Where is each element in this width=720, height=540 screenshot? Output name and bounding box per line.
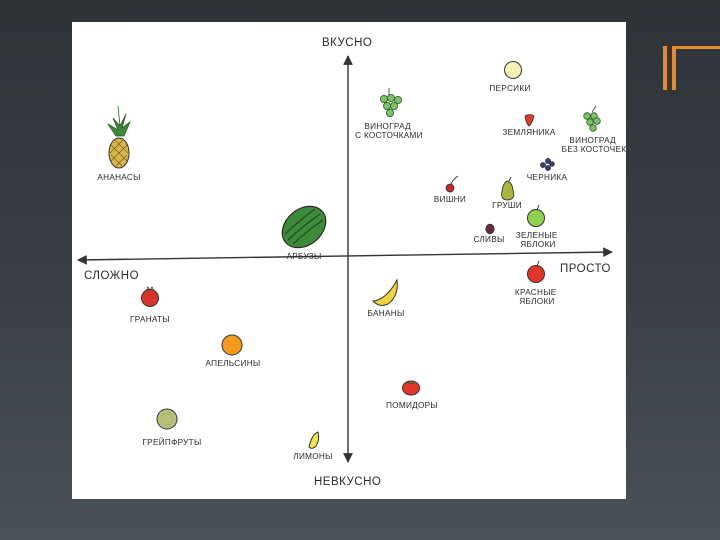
horizontal-axis: [77, 247, 613, 265]
label-grapefruits: ГРЕЙПФРУТЫ: [142, 436, 201, 447]
red-apple-icon: [527, 260, 545, 283]
pomegranate-icon: [141, 286, 159, 307]
tomato-icon: [402, 380, 420, 396]
label-plums: СЛИВЫ: [473, 235, 504, 244]
decorative-accent-bars: [663, 46, 720, 90]
orange-icon: [221, 334, 243, 356]
grapes-seedless-icon: [583, 105, 601, 132]
label-red-apples: КРАСНЫЕ ЯБЛОКИ: [515, 288, 559, 306]
label-green-apples: ЗЕЛЕНЫЕ ЯБЛОКИ: [516, 231, 561, 249]
label-lemons: ЛИМОНЫ: [293, 452, 332, 461]
blueberry-icon: [540, 158, 555, 171]
label-pomegranates: ГРАНАТЫ: [130, 315, 170, 324]
label-blueberry: ЧЕРНИКА: [527, 173, 568, 182]
watermelon-icon: [281, 205, 327, 249]
label-oranges: АПЕЛЬСИНЫ: [206, 359, 261, 368]
label-peaches: ПЕРСИКИ: [489, 84, 530, 93]
label-bananas: БАНАНЫ: [368, 309, 405, 318]
label-watermelons: АРБУЗЫ: [286, 252, 321, 261]
label-grapes-with-seeds: ВИНОГРАД С КОСТОЧКАМИ: [355, 122, 423, 140]
axis-label-untasty: НЕВКУСНО: [314, 476, 381, 488]
pear-icon: [501, 176, 515, 201]
grapefruit-icon: [156, 408, 178, 430]
peach-icon: [504, 61, 522, 79]
label-strawberry: ЗЕМЛЯНИКА: [502, 128, 555, 137]
cherry-icon: [445, 175, 459, 193]
plum-icon: [485, 223, 495, 235]
label-cherries: ВИШНИ: [434, 195, 466, 204]
grapes-with-seeds-icon: [379, 88, 402, 118]
axis-label-hard: СЛОЖНО: [84, 270, 139, 282]
pineapple-icon: [107, 105, 131, 169]
axis-label-easy: ПРОСТО: [560, 263, 611, 275]
axis-label-tasty: ВКУСНО: [322, 37, 372, 49]
lemon-icon: [308, 431, 320, 449]
green-apple-icon: [527, 204, 545, 227]
strawberry-icon: [524, 114, 535, 127]
label-tomatoes: ПОМИДОРЫ: [386, 401, 438, 410]
label-pears: ГРУШИ: [492, 201, 522, 210]
label-pineapple: АНАНАСЫ: [97, 173, 140, 182]
label-grapes-seedless: ВИНОГРАД БЕЗ КОСТОЧЕК: [562, 136, 627, 154]
banana-icon: [371, 278, 398, 306]
